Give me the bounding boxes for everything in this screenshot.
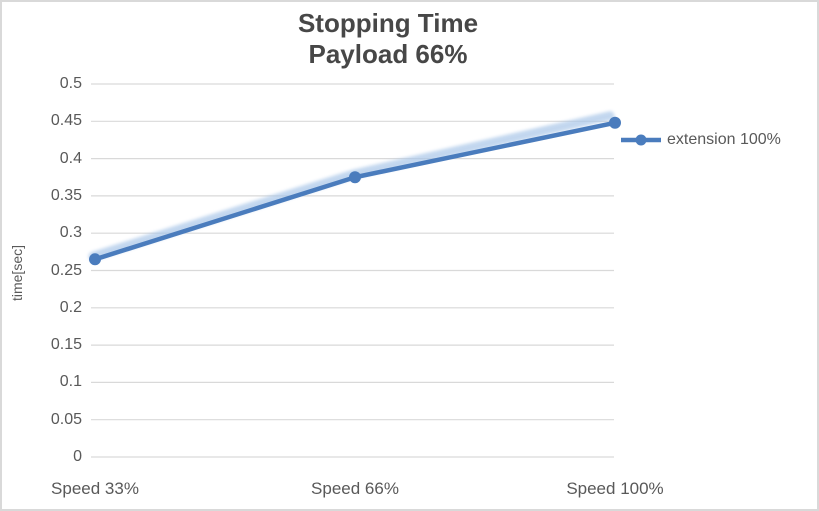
y-tick-label: 0.45: [50, 112, 82, 130]
chart-title-line2: Payload 66%: [308, 39, 468, 69]
data-point-marker: [609, 116, 621, 129]
line-series: [88, 111, 621, 266]
y-tick-label: 0.3: [59, 224, 82, 242]
y-tick-label: 0.25: [50, 261, 82, 279]
gridlines: [91, 83, 614, 458]
data-point-marker: [349, 171, 361, 184]
y-tick-label: 0.2: [59, 298, 82, 316]
y-tick-label: 0.4: [59, 149, 82, 167]
y-tick-label: 0.5: [59, 75, 82, 92]
x-tick-label: Speed 100%: [566, 479, 664, 498]
series-line: [92, 120, 618, 262]
x-tick-label: Speed 33%: [51, 479, 139, 498]
y-tick-label: 0.15: [50, 336, 82, 354]
y-tick-label: 0.35: [50, 186, 82, 204]
legend-series-label: extension 100%: [667, 131, 781, 148]
chart-title-line1: Stopping Time: [297, 8, 479, 38]
legend: extension 100%: [620, 128, 781, 152]
x-tick-label: Speed 66%: [311, 479, 399, 498]
data-point-marker: [89, 253, 101, 266]
y-tick-label: 0: [73, 448, 82, 465]
y-tick-label: 0.05: [50, 410, 82, 428]
chart-title: Stopping Time Payload 66%: [88, 8, 688, 70]
legend-marker-icon: [621, 134, 661, 146]
y-tick-label: 0.1: [59, 373, 82, 391]
